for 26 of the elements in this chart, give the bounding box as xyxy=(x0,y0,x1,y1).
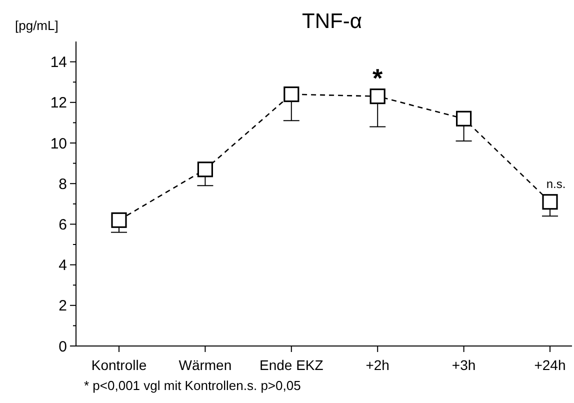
text: * p<0,001 vgl mit Kontrolle xyxy=(84,378,236,393)
y-tick-label: 8 xyxy=(58,176,67,193)
x-tick-label: Wärmen xyxy=(178,357,232,373)
annotation: n.s. xyxy=(546,176,566,191)
point xyxy=(370,88,386,104)
y-tick-label: 14 xyxy=(50,54,67,72)
y-tick-label: 0 xyxy=(58,338,67,356)
chart-title: TNF-α xyxy=(302,10,362,33)
text: n.s. p>0,05 xyxy=(236,378,301,393)
x-tick-label: Ende EKZ xyxy=(259,357,324,373)
point xyxy=(542,194,558,210)
x-tick-label: +2h xyxy=(366,357,390,373)
point xyxy=(197,162,213,178)
y-tick-label: 6 xyxy=(58,216,67,234)
x-tick-label: +24h xyxy=(534,357,566,373)
y-axis-title: [pg/mL] xyxy=(15,18,58,33)
point xyxy=(111,212,127,228)
x-tick-label: Kontrolle xyxy=(91,357,147,373)
y-tick-label: 10 xyxy=(50,135,67,152)
point xyxy=(284,86,300,102)
y-tick-label: 12 xyxy=(50,94,67,112)
annotation: * xyxy=(372,62,384,93)
y-tick-label: 2 xyxy=(58,298,67,315)
y-tick-label: 4 xyxy=(58,257,67,274)
point xyxy=(456,110,472,126)
x-tick-label: +3h xyxy=(452,357,476,373)
